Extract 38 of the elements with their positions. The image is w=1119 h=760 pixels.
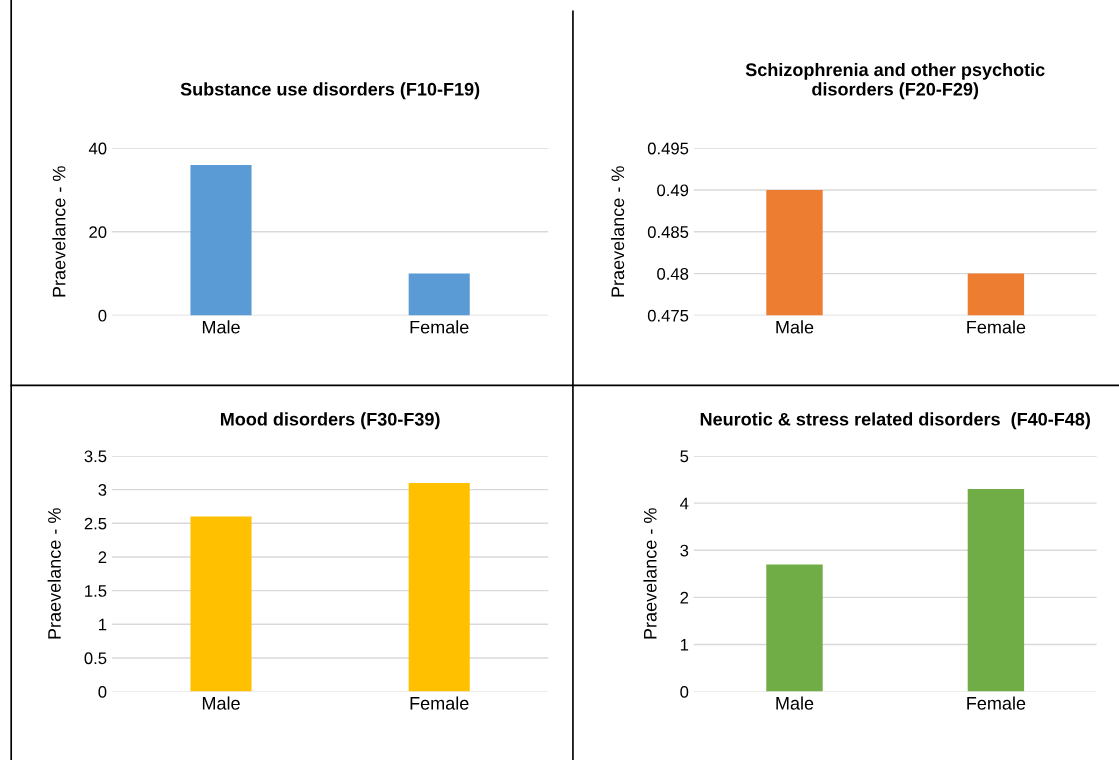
chart-title: Neurotic & stress related disorders (F40-F48) [700,412,1090,430]
y-tick-label: 0 [98,309,107,322]
y-tick-label: 3 [98,484,107,496]
y-axis-title: Praevelance - % [610,166,625,297]
y-tick-label: 0.475 [647,309,689,322]
x-tick-label: Male [202,320,240,334]
y-tick-label: 3.5 [84,450,107,463]
y-tick-label: 0.49 [657,184,689,197]
chart-title: Schizophrenia and other psychotic disorders (F20-F29) [745,62,1045,100]
chart-title: Mood disorders (F30-F39) [220,412,440,430]
y-tick-label: 0.485 [647,226,689,238]
x-tick-label: Female [410,696,469,710]
y-axis-title: Praevelance - % [47,508,61,639]
y-tick-label: 0 [680,686,689,698]
y-tick-label: 3 [680,544,689,557]
y-tick-label: 5 [680,450,689,463]
y-tick-label: 4 [680,497,689,510]
y-tick-label: 1.5 [85,585,107,597]
y-tick-label: 1 [680,639,689,651]
y-tick-label: 0.5 [84,652,107,665]
y-tick-label: 0.495 [647,142,689,155]
y-tick-label: 0.48 [657,268,689,280]
y-tick-label: 20 [89,226,107,238]
x-tick-label: Male [202,696,240,710]
y-tick-label: 2 [680,591,689,604]
x-tick-label: Female [967,696,1026,710]
y-tick-label: 0 [98,686,107,698]
y-tick-label: 2 [98,551,107,564]
x-tick-label: Female [967,320,1026,334]
y-axis-title: Praevelance - % [643,508,657,639]
x-tick-label: Female [410,320,469,334]
x-tick-label: Male [776,696,814,710]
y-axis-title: Praevelance - % [52,166,66,297]
y-tick-label: 2.5 [84,517,107,530]
y-tick-label: 40 [88,142,107,155]
chart-title: Substance use disorders (F10-F19) [180,82,480,100]
y-tick-label: 1 [99,618,107,631]
x-tick-label: Male [776,320,814,334]
